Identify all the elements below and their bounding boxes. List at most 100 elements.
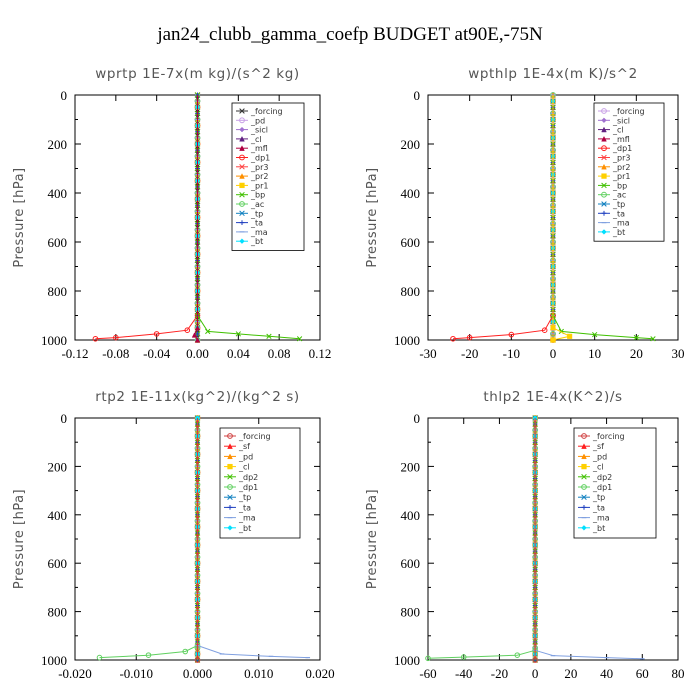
x-tick-label: 10 bbox=[588, 346, 601, 361]
y-tick-label: 800 bbox=[48, 605, 68, 620]
legend-entry: _dp1 bbox=[250, 154, 270, 163]
legend-entry: _tp bbox=[238, 493, 251, 502]
series-point bbox=[205, 328, 211, 335]
y-tick-label: 800 bbox=[48, 284, 68, 299]
legend-entry: _ta bbox=[250, 219, 263, 228]
legend-marker bbox=[601, 173, 607, 179]
legend-entry: _bt bbox=[238, 524, 251, 533]
legend-marker bbox=[601, 191, 607, 198]
legend-entry: _pr2 bbox=[250, 172, 268, 181]
legend-entry: _ta bbox=[592, 503, 605, 512]
legend-marker bbox=[239, 182, 245, 189]
legend-marker bbox=[601, 135, 607, 142]
x-tick-label: -20 bbox=[491, 666, 508, 681]
series-point bbox=[194, 324, 201, 331]
series-point bbox=[182, 648, 189, 655]
legend-entry: _pd bbox=[238, 452, 253, 461]
series-line-dp1 bbox=[99, 418, 198, 659]
series-point bbox=[508, 331, 515, 338]
y-axis-label: Pressure [hPa] bbox=[365, 489, 380, 589]
legend-entry: _forcing bbox=[592, 432, 625, 441]
panel-title: thlp2 1E-4x(K^2)/s bbox=[483, 389, 622, 405]
series-point bbox=[113, 334, 119, 341]
legend-marker bbox=[239, 191, 245, 198]
x-tick-label: -0.010 bbox=[119, 666, 153, 681]
x-tick-label: -60 bbox=[419, 666, 436, 681]
legend-marker bbox=[239, 173, 245, 179]
series-point bbox=[296, 336, 303, 342]
legend-entry: _bp bbox=[250, 191, 265, 200]
legend-marker bbox=[239, 220, 245, 225]
x-tick-label: -40 bbox=[455, 666, 472, 681]
legend-entry: _forcing bbox=[612, 107, 645, 116]
legend-marker bbox=[581, 505, 587, 510]
x-tick-label: 30 bbox=[672, 346, 685, 361]
legend-entry: _cl bbox=[612, 126, 624, 135]
legend-marker bbox=[601, 210, 607, 216]
legend-marker bbox=[601, 163, 607, 170]
panel-title: rtp2 1E-11x(kg^2)/(kg^2 s) bbox=[95, 389, 300, 405]
legend-marker bbox=[227, 505, 233, 510]
legend-entry: _pd bbox=[250, 116, 265, 125]
legend-marker bbox=[239, 126, 245, 133]
figure-title: jan24_clubb_gamma_coefp BUDGET at90E,-75… bbox=[156, 24, 543, 45]
y-tick-label: 1000 bbox=[394, 333, 420, 348]
legend: _forcing_sf_pd _cl_dp2_dp1_tp_ta _ma_bt bbox=[219, 427, 301, 539]
chart-panel-3: rtp2 1E-11x(kg^2)/(kg^2 s) 0 200 400 600 800 1… bbox=[12, 389, 335, 681]
series-point bbox=[235, 331, 241, 337]
x-tick-label: -0.04 bbox=[143, 346, 171, 361]
legend-marker bbox=[239, 238, 245, 244]
legend-marker bbox=[239, 108, 245, 114]
legend-marker bbox=[601, 154, 607, 161]
series-point bbox=[550, 337, 556, 343]
y-axis-label: Pressure [hPa] bbox=[12, 167, 27, 267]
panel-title: wprtp 1E-7x(m kg)/(s^2 kg) bbox=[95, 66, 300, 82]
legend-marker bbox=[581, 443, 587, 449]
series-line-dp1 bbox=[452, 95, 554, 340]
legend-marker bbox=[601, 126, 607, 133]
legend-entry: _pr1 bbox=[612, 172, 630, 181]
series-point bbox=[191, 332, 198, 338]
series-point bbox=[194, 337, 201, 343]
y-tick-label: 1000 bbox=[394, 653, 420, 668]
y-tick-label: 1000 bbox=[41, 333, 67, 348]
series-point bbox=[541, 327, 548, 334]
legend-marker bbox=[601, 108, 607, 114]
legend-entry: _ma bbox=[592, 514, 610, 523]
legend-marker bbox=[581, 494, 587, 500]
legend-marker bbox=[239, 154, 245, 161]
legend-entry: _mfl bbox=[250, 144, 268, 153]
legend-marker bbox=[601, 201, 607, 207]
y-axis-label: Pressure [hPa] bbox=[365, 167, 380, 267]
legend-entry: _ma bbox=[250, 228, 268, 237]
legend-entry: _sf bbox=[592, 442, 604, 451]
x-tick-label: -30 bbox=[419, 346, 436, 361]
y-tick-label: 200 bbox=[48, 137, 68, 152]
legend-box bbox=[593, 102, 665, 242]
legend-entry: _pr1 bbox=[250, 181, 268, 190]
legend-entry: _forcing bbox=[238, 432, 271, 441]
y-tick-label: 600 bbox=[401, 556, 421, 571]
profile-marker bbox=[195, 331, 200, 337]
x-tick-label: -0.12 bbox=[61, 346, 88, 361]
panels-container: wprtp 1E-7x(m kg)/(s^2 kg)02004006008001… bbox=[12, 66, 685, 681]
series-point bbox=[425, 655, 431, 662]
y-axis-label: Pressure [hPa] bbox=[12, 489, 27, 589]
legend: _forcing_pd_sicl_cl_mfl_dp1_pr3_pr2_pr1_… bbox=[231, 102, 305, 251]
legend-entry: _pr3 bbox=[612, 154, 630, 163]
legend-marker bbox=[581, 525, 587, 531]
legend-marker bbox=[239, 145, 245, 151]
legend-marker bbox=[239, 117, 245, 124]
y-tick-label: 400 bbox=[48, 508, 68, 523]
legend-marker bbox=[601, 145, 607, 152]
panel-title: wpthlp 1E-4x(m K)/s^2 bbox=[468, 66, 638, 82]
y-tick-label: 800 bbox=[401, 284, 421, 299]
x-tick-label: 0.000 bbox=[183, 666, 212, 681]
series-point bbox=[460, 654, 467, 660]
x-tick-label: 0.12 bbox=[309, 346, 332, 361]
x-tick-label: -0.08 bbox=[102, 346, 129, 361]
legend-entry: _dp1 bbox=[238, 483, 258, 492]
legend-entry: _dp1 bbox=[612, 144, 632, 153]
chart-panel-2: wpthlp 1E-4x(m K)/s^202004006008001000-3… bbox=[365, 66, 685, 361]
